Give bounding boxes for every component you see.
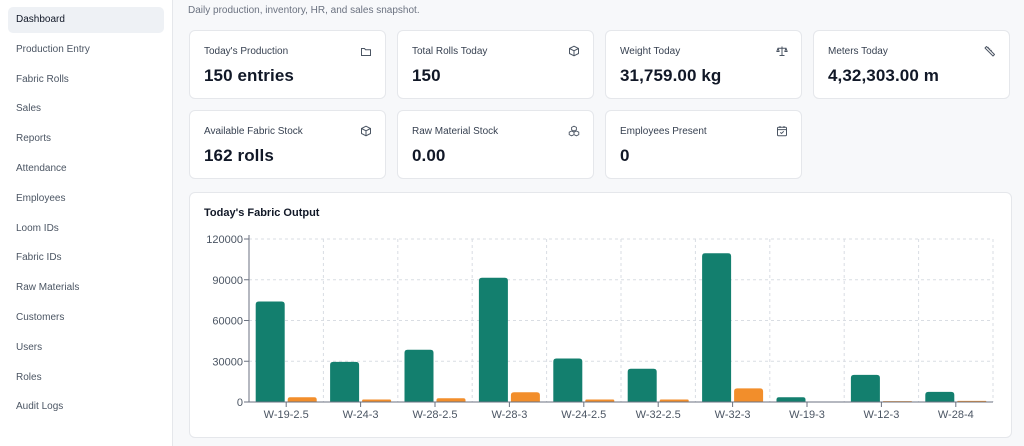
stat-card-meters-today: Meters Today 4,32,303.00 m (813, 30, 1010, 99)
bar-series2-W-28-3 (510, 392, 540, 402)
scale-icon (776, 45, 788, 57)
sidebar-item-sales[interactable]: Sales (16, 103, 42, 115)
stat-value: 0 (620, 146, 630, 165)
sidebar-item-audit-logs[interactable]: Audit Logs (16, 401, 64, 413)
y-tick-label: 0 (237, 397, 243, 409)
stat-value: 31,759.00 kg (620, 66, 722, 85)
bar-series1-W-28-3 (478, 277, 508, 402)
sidebar-item-roles[interactable]: Roles (16, 371, 42, 383)
stat-value: 150 (412, 66, 441, 85)
stat-value: 4,32,303.00 m (828, 66, 939, 85)
fabric-output-chart-card: 0 30000 60000 90000 120000 W-19-2.5 W-24-3 W-28… (189, 192, 1012, 438)
sidebar-item-fabric-rolls[interactable]: Fabric Rolls (16, 73, 69, 85)
page-subtitle: Daily production, inventory, HR, and sal… (188, 5, 420, 16)
ruler-icon (984, 45, 996, 57)
bar-series2-W-19-2.5 (287, 397, 317, 402)
bar-series1-W-24-2.5 (553, 358, 583, 402)
bar-series1-W-19-3 (776, 397, 806, 402)
stat-card-total-rolls-today: Total Rolls Today 150 (397, 30, 594, 99)
folder-icon (360, 45, 372, 57)
sidebar-item-customers[interactable]: Customers (16, 311, 65, 323)
bar-series2-W-28-2.5 (436, 398, 466, 402)
fabric-output-chart: 0 30000 60000 90000 120000 W-19-2.5 W-24-3 W-28… (206, 234, 994, 421)
sidebar-item-fabric-ids[interactable]: Fabric IDs (16, 252, 62, 264)
bar-series1-W-24-3 (330, 361, 360, 402)
x-tick-label: W-24-3 (343, 409, 379, 421)
stat-value: 150 entries (204, 66, 294, 85)
stat-label: Employees Present (620, 126, 707, 137)
calendar-check-icon (776, 125, 788, 137)
box-icon (360, 125, 372, 137)
bar-series1-W-19-2.5 (255, 301, 285, 402)
stat-label: Total Rolls Today (412, 46, 488, 57)
stat-card-weight-today: Weight Today 31,759.00 kg (605, 30, 802, 99)
stat-card-available-fabric-stock: Available Fabric Stock 162 rolls (189, 110, 386, 179)
bar-series2-W-32-2.5 (659, 399, 689, 402)
bar-series1-W-12-3 (850, 374, 880, 402)
bar-series1-W-28-4 (925, 391, 955, 402)
sidebar-item-dashboard[interactable]: Dashboard (8, 7, 164, 33)
stat-label: Available Fabric Stock (204, 126, 303, 137)
y-tick-label: 90000 (212, 275, 243, 287)
stat-label: Weight Today (620, 46, 681, 57)
x-tick-label: W-24-2.5 (561, 409, 606, 421)
stat-value: 0.00 (412, 146, 446, 165)
bar-series1-W-32-3 (702, 253, 732, 402)
sidebar-item-reports[interactable]: Reports (16, 133, 52, 145)
boxes-icon (568, 125, 580, 137)
x-tick-label: W-28-3 (491, 409, 527, 421)
y-tick-label: 120000 (206, 234, 243, 246)
y-tick-label: 60000 (212, 316, 243, 328)
stat-label: Today's Production (204, 46, 289, 57)
bar-series2-W-24-3 (362, 399, 392, 402)
chart-title: Today's Fabric Output (204, 207, 320, 219)
bar-series2-W-32-3 (734, 388, 764, 402)
sidebar-item-loom-ids[interactable]: Loom IDs (16, 222, 59, 234)
stat-value: 162 rolls (204, 146, 274, 165)
sidebar: Dashboard Production Entry Fabric Rolls Sal… (0, 0, 173, 446)
x-tick-label: W-32-3 (715, 409, 751, 421)
sidebar-item-employees[interactable]: Employees (16, 192, 66, 204)
stat-label: Meters Today (828, 46, 888, 57)
bar-series2-W-24-2.5 (585, 399, 615, 402)
x-tick-label: W-12-3 (863, 409, 899, 421)
sidebar-item-raw-materials[interactable]: Raw Materials (16, 282, 80, 294)
stat-label: Raw Material Stock (412, 126, 499, 137)
x-tick-label: W-19-2.5 (264, 409, 309, 421)
stat-card-raw-material-stock: Raw Material Stock 0.00 (397, 110, 594, 179)
x-tick-label: W-28-4 (938, 409, 974, 421)
bar-series1-W-28-2.5 (404, 349, 434, 402)
stat-card-employees-present: Employees Present 0 (605, 110, 802, 179)
x-tick-label: W-28-2.5 (412, 409, 457, 421)
box-icon (568, 45, 580, 57)
y-tick-label: 30000 (212, 356, 243, 368)
x-tick-label: W-32-2.5 (636, 409, 681, 421)
sidebar-item-users[interactable]: Users (16, 341, 43, 353)
main-content: Daily production, inventory, HR, and sal… (174, 0, 1024, 446)
sidebar-item-production-entry[interactable]: Production Entry (16, 43, 90, 55)
sidebar-item-attendance[interactable]: Attendance (16, 162, 67, 174)
x-tick-label: W-19-3 (789, 409, 825, 421)
bar-series1-W-32-2.5 (627, 368, 657, 402)
stat-card-today-s-production: Today's Production 150 entries (189, 30, 386, 99)
